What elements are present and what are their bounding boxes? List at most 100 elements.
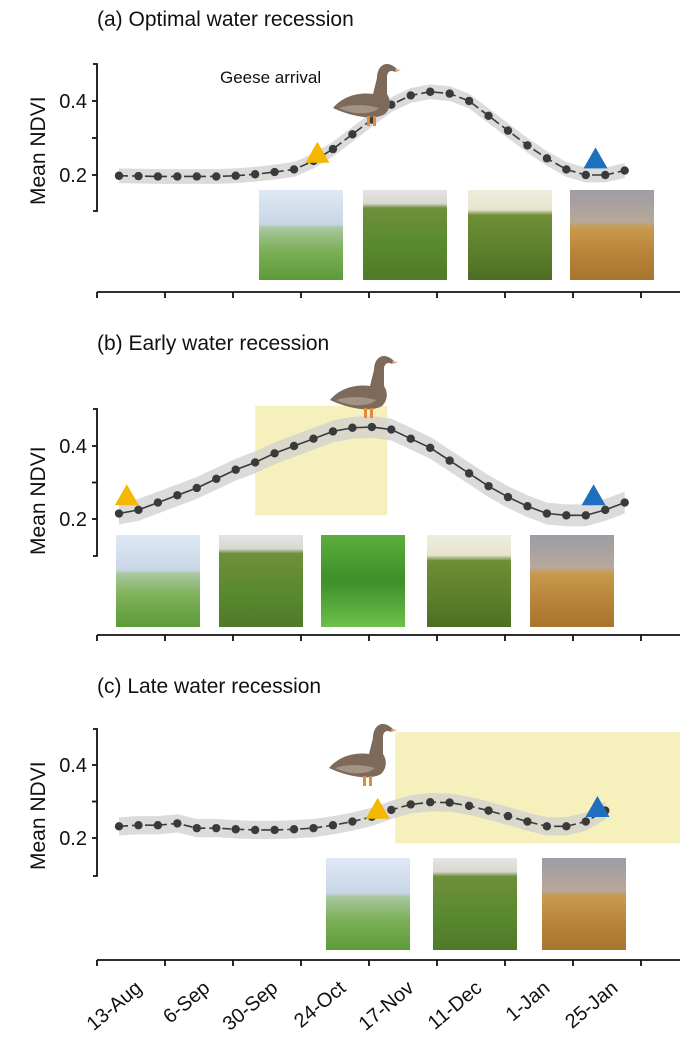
panel-a-y-tick-label: 0.2 <box>59 165 87 187</box>
panel-b-data-point <box>212 474 221 484</box>
panel-a-data-point <box>289 165 299 174</box>
panel-b-confidence-band <box>119 416 625 527</box>
panel-c-data-point <box>270 825 279 835</box>
x-tick-label: 11-Dec <box>424 977 486 1034</box>
panel-c-data-point <box>250 825 260 835</box>
panel-b-data-point <box>173 491 182 500</box>
panel-a-photo-green-sedge <box>363 190 447 280</box>
panel-a-data-point <box>270 167 279 177</box>
panel-c-start-triangle-marker <box>365 797 390 819</box>
panel-a-data-point <box>445 89 454 98</box>
panel-b-data-point <box>464 469 474 478</box>
panel-c-title: (c) Late water recession <box>97 675 321 698</box>
panel-b-data-point <box>542 509 552 518</box>
panel-a-data-point <box>134 171 143 181</box>
panel-a-data-point <box>464 96 474 106</box>
panel-c-photo-green-sedge <box>433 858 517 950</box>
panel-b-data-point <box>445 456 454 465</box>
x-tick-label: 13-Aug <box>83 977 147 1035</box>
panel-a-data-point <box>503 126 513 135</box>
panel-b-data-point <box>562 511 571 520</box>
panel-b-data-point <box>153 498 163 507</box>
panel-b-photo-green-sedge <box>219 535 303 627</box>
x-tick-label: 6-Sep <box>159 977 214 1028</box>
panel-b-data-point <box>192 483 201 493</box>
panel-c-data-point <box>464 801 474 811</box>
panel-a-data-point <box>406 91 415 100</box>
panel-c-data-point <box>562 822 571 831</box>
panel-a-data-point <box>348 130 357 139</box>
panel-c-y-tick-label: 0.4 <box>59 755 87 777</box>
panel-a-ylabel: Mean NDVI <box>27 96 50 205</box>
panel-b-data-point <box>503 492 513 502</box>
panel-c-data-point <box>114 822 124 831</box>
panel-b-photo-flooded-meadow <box>116 535 200 627</box>
panel-c-y-axis <box>93 728 98 877</box>
panel-b-data-point <box>231 465 240 474</box>
panel-c-ylabel: Mean NDVI <box>27 761 50 870</box>
panel-b-data-point <box>309 434 318 443</box>
panel-b-data-point <box>328 427 338 436</box>
panel-b-data-point <box>387 425 396 434</box>
panel-b-data-point <box>289 441 299 451</box>
panel-a-data-point <box>562 165 571 174</box>
panel-c-data-point <box>212 823 221 833</box>
panel-a-end-triangle-marker <box>583 147 608 169</box>
panel-c-goose-icon <box>329 724 397 786</box>
panel-b-data-point <box>406 434 415 443</box>
panel-a-data-point <box>601 170 610 180</box>
panel-c-data-point <box>503 811 513 821</box>
panel-c-y-tick-label: 0.2 <box>59 828 87 850</box>
panel-a-data-point <box>620 166 629 175</box>
panel-b-end-triangle-marker <box>581 484 606 506</box>
panel-b-data-point <box>250 458 260 467</box>
panel-c-data-point <box>387 805 396 815</box>
panel-b-data-point <box>367 422 377 432</box>
panel-c-data-point <box>523 817 532 826</box>
panel-a-data-point <box>484 111 493 121</box>
panel-a-photo-withered-meadow <box>570 190 654 280</box>
panel-c-data-point <box>406 800 415 809</box>
panel-b-title: (b) Early water recession <box>97 332 329 355</box>
panel-a-y-tick-label: 0.4 <box>59 91 87 113</box>
panel-b-photo-lush-grass <box>321 535 405 627</box>
panel-c-end-triangle-marker <box>585 795 610 817</box>
panel-c-confidence-band <box>119 793 606 840</box>
panel-c-data-point <box>134 821 143 830</box>
geese-arrival-label: Geese arrival <box>220 68 321 87</box>
panel-c-data-point <box>173 819 182 828</box>
panel-c-photo-flooded-meadow <box>326 858 410 950</box>
x-tick-label: 24-Oct <box>290 977 350 1033</box>
panel-b-y-tick-label: 0.4 <box>59 436 87 458</box>
panel-b-photo-green-meadow <box>427 535 511 627</box>
panel-b-data-point <box>484 481 493 491</box>
panel-a-data-point <box>153 172 163 181</box>
panel-b-data-point <box>114 509 124 518</box>
panel-c-data-point <box>153 821 163 830</box>
panel-c-data-point <box>192 823 201 833</box>
x-tick-label: 25-Jan <box>561 977 622 1033</box>
panel-c-data-point <box>328 821 338 830</box>
panel-a-data-point <box>231 171 240 180</box>
panel-c-data-point <box>581 817 590 826</box>
panel-a-data-point <box>328 144 338 154</box>
panel-c-data-point <box>426 798 435 807</box>
panel-a-data-point <box>114 171 124 180</box>
panel-b-data-point <box>620 498 629 507</box>
panel-a-data-point <box>523 141 532 150</box>
panel-a-goose-icon <box>333 64 401 126</box>
panel-b-data-point <box>426 443 435 453</box>
panel-b-goose-icon <box>330 356 398 418</box>
panel-b-y-tick-label: 0.2 <box>59 509 87 531</box>
panel-b-data-point <box>581 511 590 520</box>
panel-b-photo-withered-meadow <box>530 535 614 627</box>
panel-c-data-point <box>445 798 454 807</box>
panel-a-data-point <box>426 87 435 96</box>
panel-c-photo-withered-meadow <box>542 858 626 950</box>
panel-a-confidence-band <box>119 84 625 184</box>
panel-a-photo-flooded-meadow <box>259 190 343 280</box>
panel-c-data-point <box>484 806 493 815</box>
panel-a-data-point <box>192 172 201 181</box>
panel-c-data-point <box>348 817 357 826</box>
